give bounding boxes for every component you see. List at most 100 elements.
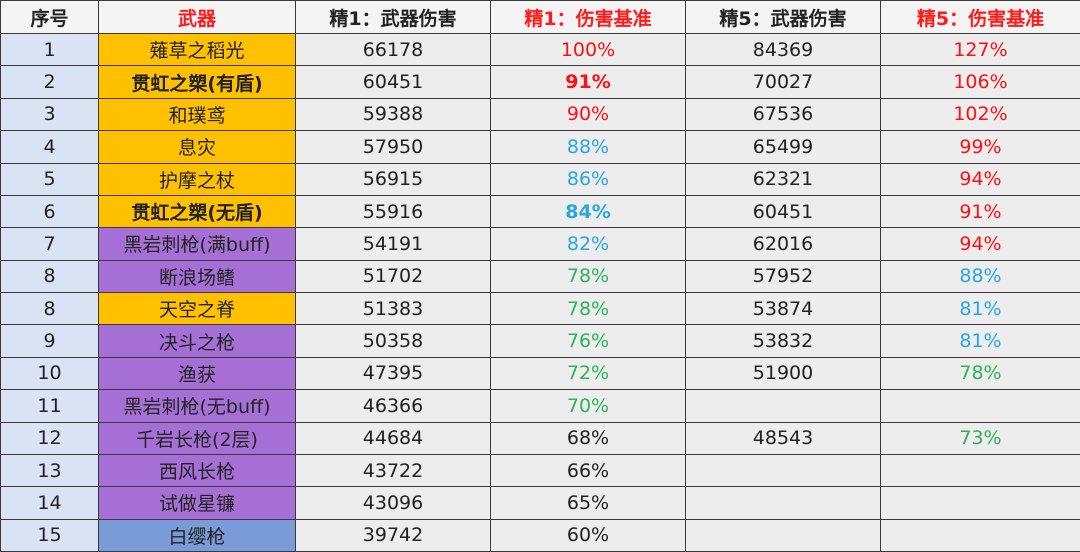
cell (685, 389, 881, 423)
header-cell: 武器 (98, 0, 296, 34)
cell: 55916 (295, 194, 491, 229)
header-cell: 精5：伤害基准 (880, 0, 1080, 34)
cell: 贯虹之槊(有盾) (98, 65, 296, 99)
cell: 59388 (295, 97, 491, 132)
cell: 39742 (295, 518, 491, 552)
cell (685, 486, 881, 520)
row: 3 和璞鸢 59388 90% 67536 102% (0, 97, 1080, 132)
row: 10 渔获 47395 72% 51900 78% (0, 356, 1080, 391)
cell: 72% (490, 356, 686, 391)
cell: 94% (880, 227, 1080, 261)
cell: 48543 (685, 421, 881, 455)
cell: 4 (0, 130, 99, 164)
cell: 66% (490, 453, 686, 488)
cell: 91% (490, 65, 686, 99)
cell (685, 453, 881, 488)
cell: 53832 (685, 324, 881, 358)
cell: 5 (0, 162, 99, 196)
cell: 90% (490, 97, 686, 132)
cell: 53874 (685, 291, 881, 326)
cell: 46366 (295, 389, 491, 423)
cell: 43096 (295, 486, 491, 520)
cell: 57950 (295, 130, 491, 164)
cell (880, 389, 1080, 423)
header-row: 序号 武器 精1：武器伤害 精1：伤害基准 精5：武器伤害 精5：伤害基准 (0, 0, 1080, 34)
row: 7 黑岩刺枪(满buff) 54191 82% 62016 94% (0, 227, 1080, 261)
row: 8 天空之脊 51383 78% 53874 81% (0, 291, 1080, 326)
header-cell: 精5：武器伤害 (685, 0, 881, 34)
cell: 43722 (295, 453, 491, 488)
cell: 67536 (685, 97, 881, 132)
cell: 102% (880, 97, 1080, 132)
cell: 70% (490, 389, 686, 423)
cell: 1 (0, 32, 99, 67)
cell: 81% (880, 324, 1080, 358)
cell: 44684 (295, 421, 491, 455)
cell: 73% (880, 421, 1080, 455)
cell: 88% (880, 259, 1080, 294)
row: 15 白缨枪 39742 60% (0, 518, 1080, 552)
cell: 62016 (685, 227, 881, 261)
cell: 66178 (295, 32, 491, 67)
row: 13 西风长枪 43722 66% (0, 453, 1080, 488)
cell: 78% (880, 356, 1080, 391)
cell: 白缨枪 (98, 518, 296, 552)
cell: 78% (490, 291, 686, 326)
cell: 91% (880, 194, 1080, 229)
cell: 西风长枪 (98, 453, 296, 488)
cell: 10 (0, 356, 99, 391)
row: 12 千岩长枪(2层) 44684 68% 48543 73% (0, 421, 1080, 455)
cell: 81% (880, 291, 1080, 326)
cell: 84369 (685, 32, 881, 67)
cell: 99% (880, 130, 1080, 164)
cell: 14 (0, 486, 99, 520)
cell: 60451 (685, 194, 881, 229)
row: 1 薙草之稻光 66178 100% 84369 127% (0, 32, 1080, 67)
row: 6 贯虹之槊(无盾) 55916 84% 60451 91% (0, 194, 1080, 229)
header-cell: 精1：武器伤害 (295, 0, 491, 34)
cell: 106% (880, 65, 1080, 99)
cell: 8 (0, 291, 99, 326)
cell: 78% (490, 259, 686, 294)
cell: 2 (0, 65, 99, 99)
cell: 渔获 (98, 356, 296, 391)
cell: 50358 (295, 324, 491, 358)
cell: 70027 (685, 65, 881, 99)
cell: 3 (0, 97, 99, 132)
cell: 贯虹之槊(无盾) (98, 194, 296, 229)
cell: 9 (0, 324, 99, 358)
cell: 息灾 (98, 130, 296, 164)
cell: 千岩长枪(2层) (98, 421, 296, 455)
cell: 薙草之稻光 (98, 32, 296, 67)
row: 8 断浪场鳍 51702 78% 57952 88% (0, 259, 1080, 294)
cell: 84% (490, 194, 686, 229)
cell: 断浪场鳍 (98, 259, 296, 294)
cell: 47395 (295, 356, 491, 391)
cell: 12 (0, 421, 99, 455)
cell: 54191 (295, 227, 491, 261)
cell: 和璞鸢 (98, 97, 296, 132)
cell: 51383 (295, 291, 491, 326)
cell: 127% (880, 32, 1080, 67)
cell: 65499 (685, 130, 881, 164)
cell: 15 (0, 518, 99, 552)
cell: 56915 (295, 162, 491, 196)
header-cell: 精1：伤害基准 (490, 0, 686, 34)
cell: 7 (0, 227, 99, 261)
cell: 86% (490, 162, 686, 196)
cell: 8 (0, 259, 99, 294)
row: 5 护摩之杖 56915 86% 62321 94% (0, 162, 1080, 196)
cell: 62321 (685, 162, 881, 196)
cell: 6 (0, 194, 99, 229)
cell: 100% (490, 32, 686, 67)
cell: 76% (490, 324, 686, 358)
cell: 68% (490, 421, 686, 455)
row: 14 试做星镰 43096 65% (0, 486, 1080, 520)
cell: 13 (0, 453, 99, 488)
row: 9 决斗之枪 50358 76% 53832 81% (0, 324, 1080, 358)
cell: 51702 (295, 259, 491, 294)
cell: 11 (0, 389, 99, 423)
cell: 黑岩刺枪(无buff) (98, 389, 296, 423)
